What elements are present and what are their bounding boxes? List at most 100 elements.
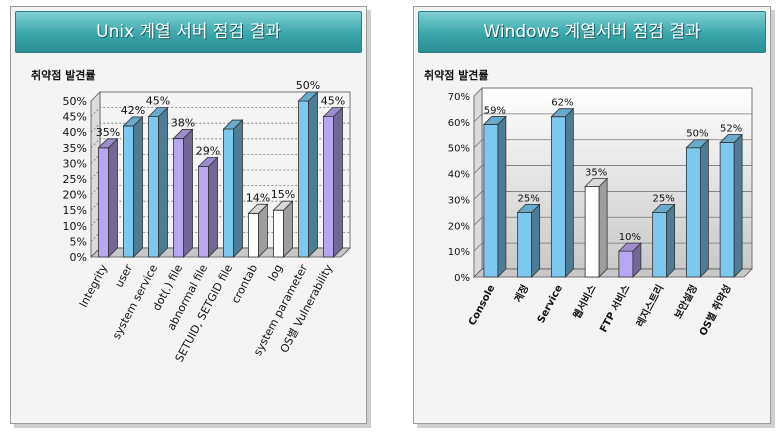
unix-gridline xyxy=(90,91,350,102)
unix-results-panel: Unix 계열 서버 점검 결과 취약점 발견률 0% 5% 10% 15% 20% 25… xyxy=(10,6,367,424)
win-bar xyxy=(685,147,701,278)
unix-bar-top xyxy=(222,119,244,130)
win-gridline xyxy=(473,191,752,200)
unix-y-tick-label: 25% xyxy=(63,173,87,186)
win-gridline xyxy=(473,139,752,148)
unix-bar-top xyxy=(247,203,269,214)
win-y-tick-label: 60% xyxy=(448,118,470,129)
unix-value-label: 45% xyxy=(146,95,170,108)
unix-bar xyxy=(173,138,184,258)
win-category-label: 계정 xyxy=(511,282,531,304)
unix-bar-side xyxy=(108,137,118,258)
windows-bar-chart: 0% 10% 20% 30% 40% 50% 60% 70% 59% Console 25% 계정 62… xyxy=(448,87,753,338)
unix-bar-side xyxy=(283,200,293,258)
win-bar-top xyxy=(482,116,507,125)
win-side-wall xyxy=(473,87,483,278)
unix-y-tick-label: 15% xyxy=(63,204,87,217)
unix-y-tick-label: 20% xyxy=(63,189,87,202)
win-bar-side xyxy=(699,138,709,278)
win-bar-top xyxy=(516,203,541,213)
win-y-tick-label: 20% xyxy=(448,221,470,232)
win-category-label: Service xyxy=(536,283,565,325)
unix-category-label: Integrity xyxy=(77,262,111,310)
unix-category-label: log xyxy=(266,262,285,283)
win-y-tick-label: 40% xyxy=(448,170,470,181)
unix-bar-top xyxy=(272,200,294,211)
unix-bar-chart: 0%5%10%15%20%25%30%35%40%45%50%35%Integr… xyxy=(63,79,351,364)
win-bar-top xyxy=(685,139,710,149)
win-bar-side xyxy=(531,203,541,278)
unix-gridline xyxy=(90,107,350,117)
win-bar-side xyxy=(733,133,743,278)
unix-value-label: 38% xyxy=(171,116,195,129)
win-bar-top xyxy=(617,242,642,252)
win-value-label: 35% xyxy=(585,168,607,179)
unix-value-label: 45% xyxy=(321,95,345,108)
unix-bar-side xyxy=(133,115,143,258)
unix-y-tick-label: 40% xyxy=(63,126,87,139)
unix-value-label: 50% xyxy=(296,79,320,92)
win-gridline xyxy=(473,165,752,174)
win-bar xyxy=(517,211,533,278)
win-bar-top xyxy=(584,178,609,187)
unix-y-tick-label: 50% xyxy=(63,95,87,108)
unix-bar-side xyxy=(308,91,318,258)
win-bar-top xyxy=(719,134,744,143)
unix-bar-top xyxy=(122,116,144,127)
unix-chart-subtitle: 취약점 발견률 xyxy=(31,69,96,82)
unix-bar xyxy=(298,100,309,258)
win-gridline xyxy=(473,113,752,123)
windows-panel-title: Windows 계열서버 점검 결과 xyxy=(418,11,766,53)
unix-gridline xyxy=(90,122,350,133)
win-value-label: 50% xyxy=(686,129,708,140)
win-bar-side xyxy=(564,107,574,278)
unix-gridline xyxy=(90,138,350,149)
unix-y-tick-label: 30% xyxy=(63,157,87,170)
unix-bar xyxy=(98,147,109,258)
unix-bar-top xyxy=(172,129,194,139)
unix-bar-top xyxy=(197,157,219,167)
win-bar xyxy=(652,211,668,278)
win-category-label: 웹서비스 xyxy=(570,282,599,321)
unix-y-tick-label: 0% xyxy=(70,251,87,264)
win-bar xyxy=(550,116,566,278)
windows-results-panel: Windows 계열서버 점검 결과 취약점 발견률 0% 10% 20% 30% 40… xyxy=(413,6,771,424)
win-bar-side xyxy=(598,177,608,278)
unix-bar xyxy=(248,212,259,258)
unix-bar xyxy=(223,128,234,258)
unix-y-tick-label: 10% xyxy=(63,220,87,233)
unix-bar xyxy=(323,116,334,258)
unix-value-label: 29% xyxy=(196,145,220,158)
unix-bar-side xyxy=(183,128,193,258)
unix-bar xyxy=(148,116,159,258)
win-y-tick-label: 30% xyxy=(448,195,470,206)
win-value-label: 25% xyxy=(518,193,540,204)
win-bar xyxy=(584,186,600,278)
win-bar xyxy=(618,250,634,278)
unix-panel-title: Unix 계열 서버 점검 결과 xyxy=(15,11,362,53)
unix-y-tick-label: 45% xyxy=(63,111,87,124)
win-y-tick-label: 0% xyxy=(454,273,470,284)
win-category-label: 보안설정 xyxy=(671,282,700,321)
unix-value-label: 15% xyxy=(271,188,295,201)
win-value-label: 25% xyxy=(653,193,675,204)
win-gridline xyxy=(473,87,752,97)
win-value-label: 52% xyxy=(720,124,742,135)
win-value-label: 62% xyxy=(551,98,573,109)
unix-bar-top xyxy=(147,107,169,117)
win-bar-top xyxy=(550,108,575,118)
win-floor xyxy=(473,268,753,278)
unix-bar-side xyxy=(208,156,218,258)
unix-bar xyxy=(123,125,134,258)
win-bar-side xyxy=(666,203,676,278)
win-bar-top xyxy=(651,203,676,213)
unix-bar-top xyxy=(322,107,344,117)
win-category-label: Console xyxy=(467,283,498,328)
windows-chart-subtitle: 취약점 발견률 xyxy=(424,69,489,82)
win-y-tick-label: 50% xyxy=(448,144,470,155)
unix-value-label: 14% xyxy=(246,191,270,204)
win-value-label: 10% xyxy=(619,232,641,243)
win-bar xyxy=(719,142,735,278)
unix-bar xyxy=(273,209,284,258)
win-category-label: 레지스트리 xyxy=(633,282,666,329)
